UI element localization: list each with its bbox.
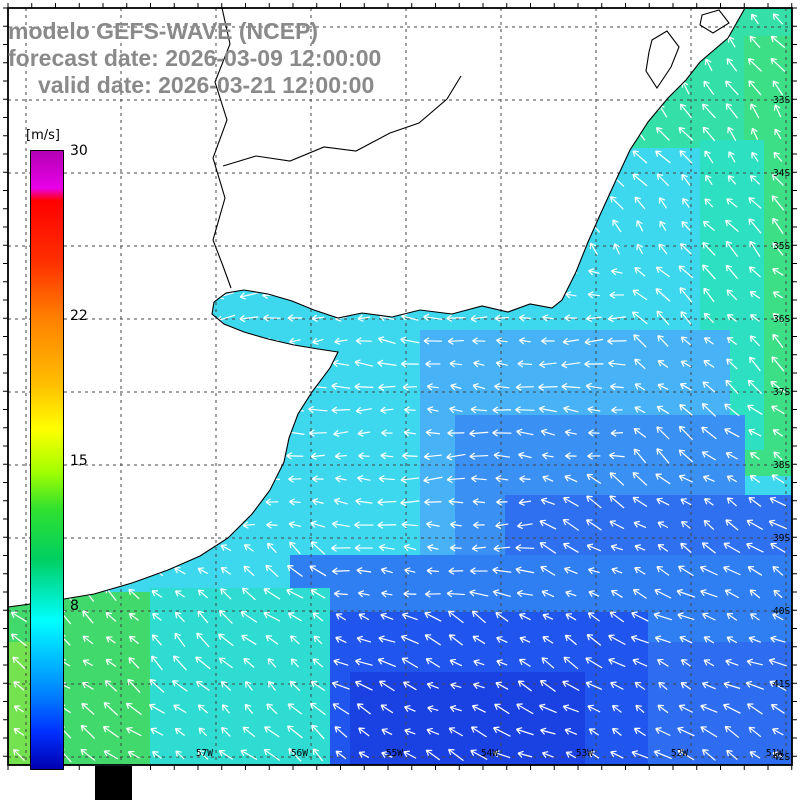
- lat-label: 38S: [773, 460, 790, 471]
- lon-label: 57W: [196, 748, 213, 759]
- lon-label: 56W: [291, 748, 308, 759]
- lat-label: 36S: [773, 314, 790, 325]
- lat-label: 35S: [773, 241, 790, 252]
- coordinate-labels: 33S 34S 35S 36S 37S 38S 39S 40S 41S 42S 57W 56W 55W 5…: [196, 95, 791, 763]
- colorbar: [30, 150, 64, 770]
- lat-label: 40S: [773, 606, 790, 617]
- map-border: [7, 7, 793, 766]
- coastline-layer: [7, 7, 746, 608]
- lagoon: [699, 9, 730, 34]
- lagoon: [645, 30, 680, 90]
- lon-label: 55W: [386, 748, 403, 759]
- lon-label: 51W: [766, 748, 783, 759]
- river: [212, 7, 232, 289]
- lat-label: 37S: [773, 387, 790, 398]
- lat-label: 39S: [773, 533, 790, 544]
- lon-label: 54W: [481, 748, 498, 759]
- lat-label: 42S: [773, 752, 790, 763]
- coastline: [7, 7, 746, 608]
- river: [222, 75, 462, 167]
- colorbar-unit-label: [m/s]: [26, 128, 60, 143]
- lon-label: 53W: [576, 748, 593, 759]
- lat-label: 41S: [773, 679, 790, 690]
- lon-label: 52W: [671, 748, 688, 759]
- lat-label: 33S: [773, 95, 790, 106]
- bottom-left-black-mark: [95, 766, 132, 800]
- lat-label: 34S: [773, 168, 790, 179]
